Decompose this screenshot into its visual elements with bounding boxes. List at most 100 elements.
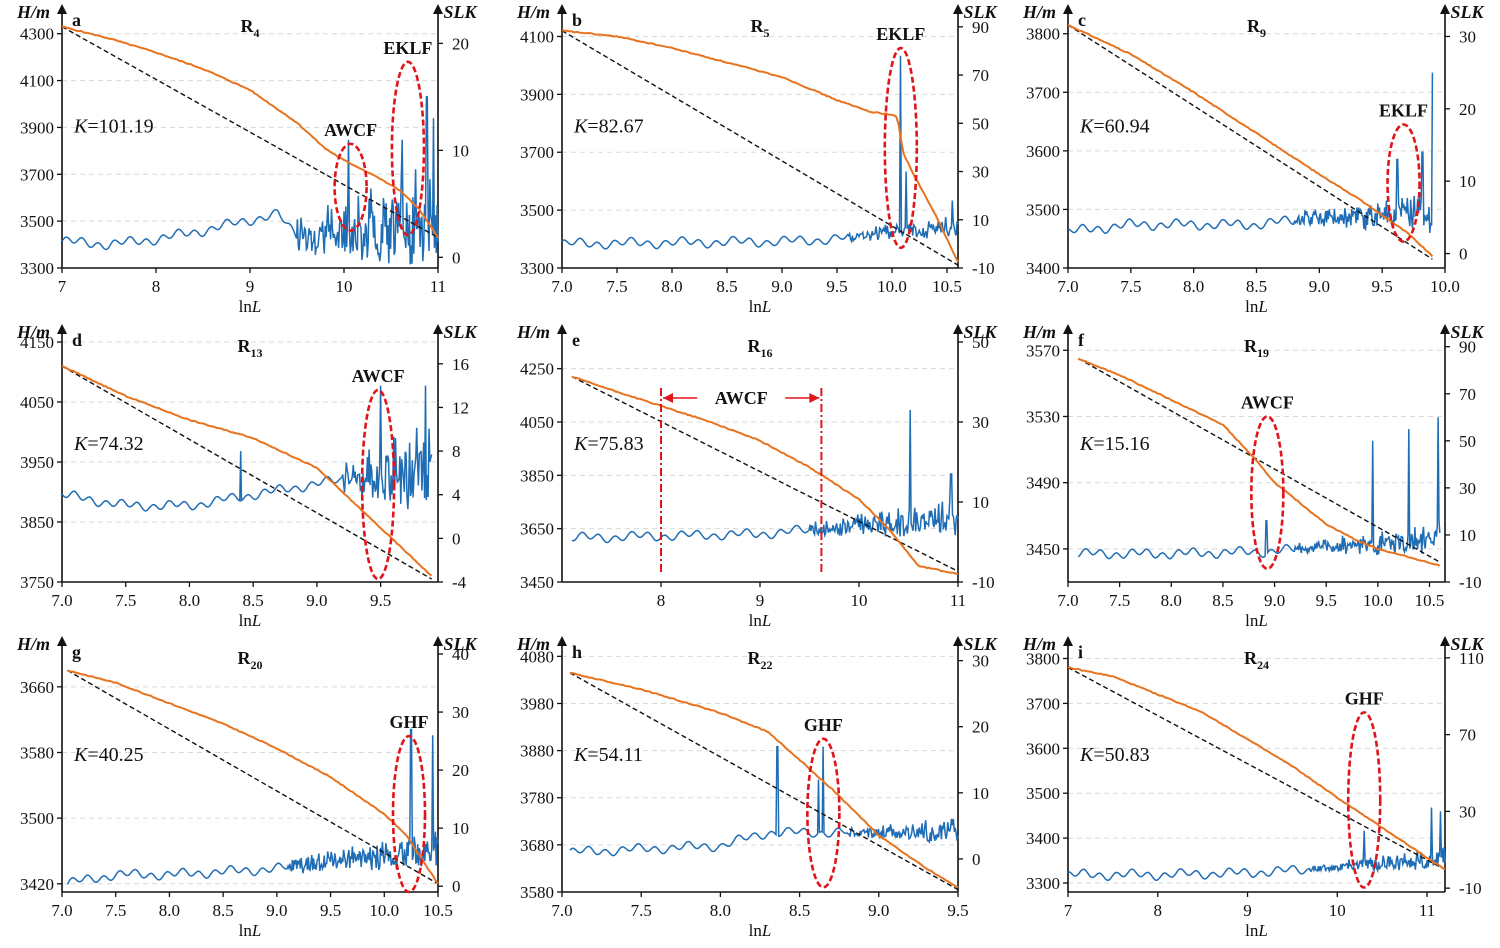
x-tick-label: 7.5 (631, 901, 652, 920)
left-axis-arrow-icon (57, 4, 67, 14)
left-tick-label: 3600 (1026, 142, 1060, 161)
x-tick-label: 7.0 (51, 591, 72, 610)
reference-baseline (61, 365, 432, 580)
right-axis-title: SLK (963, 322, 998, 342)
left-tick-label: 3580 (520, 883, 554, 902)
left-axis-arrow-icon (1063, 636, 1073, 646)
left-axis-title: H/m (516, 634, 550, 654)
right-tick-label: 10 (1459, 172, 1476, 191)
elevation-profile-line (1067, 666, 1446, 871)
x-axis-title: lnL (749, 611, 772, 630)
slk-series-line (66, 728, 439, 885)
x-tick-label: 9.0 (771, 277, 792, 296)
right-tick-label: 40 (452, 645, 469, 664)
x-tick-label: 10.0 (1430, 277, 1460, 296)
right-axis-arrow-icon (433, 324, 443, 334)
elevation-profile-line (571, 375, 959, 575)
right-tick-label: 10 (972, 784, 989, 803)
x-tick-label: 10 (851, 591, 868, 610)
panel-title: R9 (1247, 16, 1266, 40)
right-tick-label: 4 (452, 486, 461, 505)
right-tick-label: 10 (972, 211, 989, 230)
panel-e: 3450 3650 3850 4050 4250 -10 10 30 50 8 9 10 11 H/m SL… (516, 322, 999, 630)
anomaly-ellipse (391, 734, 427, 894)
right-tick-label: 30 (972, 413, 989, 432)
panel-letter: d (72, 330, 82, 350)
x-tick-label: 10 (1329, 901, 1346, 920)
left-tick-label: 3450 (1026, 540, 1060, 559)
slk-series-line (1067, 72, 1434, 234)
x-tick-label: 8.5 (213, 901, 234, 920)
x-tick-label: 8 (152, 277, 161, 296)
right-axis-arrow-icon (1440, 4, 1450, 14)
left-tick-label: 4050 (520, 413, 554, 432)
left-tick-label: 3300 (20, 259, 54, 278)
left-tick-label: 3700 (520, 143, 554, 162)
slk-series-line (569, 745, 959, 857)
k-value-label: K=82.67 (573, 116, 644, 138)
right-tick-label: 20 (1459, 100, 1476, 119)
left-axis-arrow-icon (557, 636, 567, 646)
right-tick-label: 30 (1459, 27, 1476, 46)
right-axis-arrow-icon (953, 4, 963, 14)
left-axis-title: H/m (1022, 634, 1056, 654)
left-tick-label: 4050 (20, 393, 54, 412)
x-tick-label: 8.0 (179, 591, 200, 610)
panel-b: 3300 3500 3700 3900 4100 -10 10 30 50 70 90 7.0 7.5 8… (516, 2, 999, 316)
x-tick-label: 7.0 (551, 277, 572, 296)
left-tick-label: 3980 (520, 694, 554, 713)
x-tick-label: 8.0 (1183, 277, 1204, 296)
panel-title: R19 (1244, 336, 1269, 360)
x-tick-label: 8.0 (661, 277, 682, 296)
panel-letter: g (72, 642, 81, 662)
right-axis-arrow-icon (953, 636, 963, 646)
x-axis-title: lnL (1245, 921, 1268, 940)
anomaly-ellipse (333, 142, 368, 232)
x-tick-label: 9.0 (266, 901, 287, 920)
right-axis-arrow-icon (1440, 636, 1450, 646)
right-axis-title: SLK (443, 634, 478, 654)
elevation-profile-line (561, 29, 959, 263)
right-tick-label: 0 (452, 877, 461, 896)
panel-title: R20 (238, 648, 263, 672)
x-tick-label: 9.0 (306, 591, 327, 610)
panel-letter: b (572, 10, 582, 30)
reference-baseline (571, 376, 959, 572)
right-tick-label: 30 (1459, 802, 1476, 821)
k-value-label: K=101.19 (73, 116, 154, 138)
k-value-label: K=15.16 (1079, 433, 1150, 455)
left-tick-label: 4300 (20, 25, 54, 44)
anomaly-ellipse (390, 60, 426, 237)
left-tick-label: 3420 (20, 875, 54, 894)
left-tick-label: 3400 (1026, 829, 1060, 848)
anomaly-label: AWCF (324, 120, 377, 140)
left-tick-label: 3680 (520, 836, 554, 855)
x-tick-label: 11 (950, 591, 966, 610)
right-tick-label: 8 (452, 442, 461, 461)
right-axis-title: SLK (963, 2, 998, 22)
x-tick-label: 9 (246, 277, 255, 296)
left-tick-label: 3880 (520, 742, 554, 761)
left-axis-arrow-icon (557, 4, 567, 14)
x-tick-label: 7.0 (1057, 277, 1078, 296)
left-tick-label: 4100 (20, 72, 54, 91)
left-tick-label: 4150 (20, 333, 54, 352)
reference-baseline (569, 672, 959, 891)
x-axis-title: lnL (239, 921, 262, 940)
reference-baseline (1067, 24, 1433, 260)
left-tick-label: 3850 (20, 513, 54, 532)
x-axis-title: lnL (749, 297, 772, 316)
x-tick-label: 9.5 (320, 901, 341, 920)
left-axis-title: H/m (16, 634, 50, 654)
x-axis-title: lnL (1245, 611, 1268, 630)
left-axis-title: H/m (16, 322, 50, 342)
anomaly-label: EKLF (383, 38, 432, 58)
right-tick-label: -10 (1459, 573, 1482, 592)
left-tick-label: 3570 (1026, 341, 1060, 360)
anomaly-label: EKLF (876, 24, 925, 44)
panel-title: R5 (751, 16, 770, 40)
right-tick-label: 90 (972, 18, 989, 37)
left-axis-arrow-icon (1063, 4, 1073, 14)
right-tick-label: 12 (452, 398, 469, 417)
